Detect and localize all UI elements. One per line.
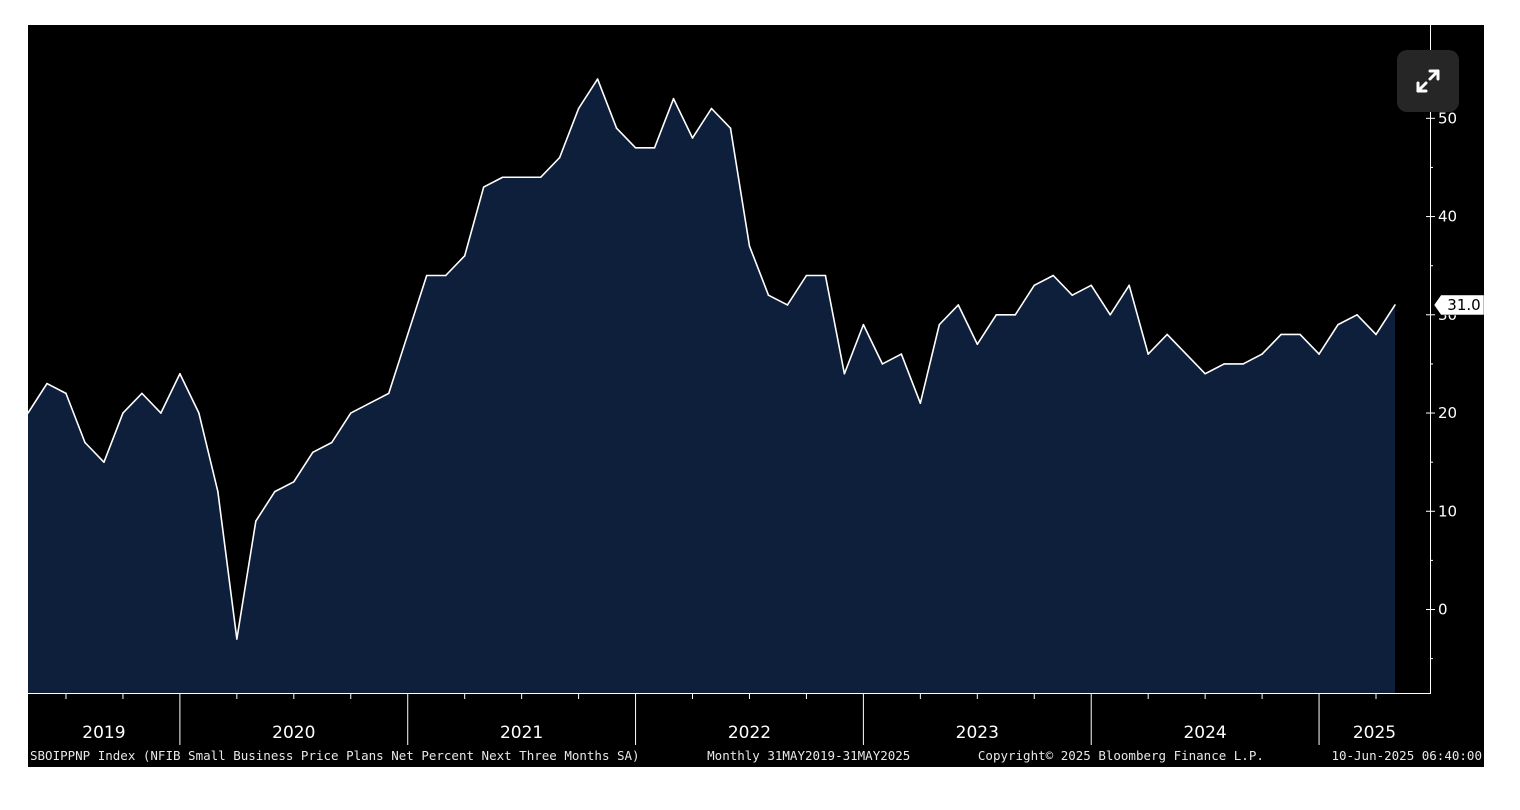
y-tick-label: 50 <box>1438 109 1457 127</box>
data-point <box>1166 333 1168 336</box>
y-tick-label: 40 <box>1438 208 1457 226</box>
data-point <box>65 392 67 395</box>
data-point <box>900 353 903 355</box>
data-point <box>1242 363 1244 365</box>
data-point <box>406 333 409 336</box>
data-point <box>84 441 86 444</box>
last-value-flag <box>1433 294 1484 316</box>
data-point <box>1052 274 1055 277</box>
data-point <box>558 156 561 159</box>
footer-description: SBOIPPNP Index (NFIB Small Business Pric… <box>30 748 640 763</box>
data-point <box>482 186 485 188</box>
data-point <box>501 176 504 179</box>
data-point <box>141 392 143 395</box>
data-point <box>122 412 124 414</box>
data-point <box>1071 294 1074 296</box>
data-point <box>862 323 865 326</box>
y-tick-label: 20 <box>1438 404 1457 422</box>
series-area <box>28 79 1395 693</box>
data-point <box>28 412 29 414</box>
x-tick-label: 2020 <box>272 723 315 743</box>
data-point <box>1014 313 1017 316</box>
y-tick-label: 0 <box>1438 601 1448 619</box>
data-point <box>1261 353 1263 355</box>
chart-plot: 5040302010020192020202120222023202420253… <box>28 25 1484 745</box>
data-point <box>691 137 694 139</box>
data-point <box>938 323 941 326</box>
data-point <box>217 490 219 493</box>
data-point <box>425 274 428 277</box>
data-point <box>615 127 618 129</box>
data-point <box>653 146 656 149</box>
chart-frame: 5040302010020192020202120222023202420253… <box>28 25 1484 767</box>
data-point <box>1185 353 1187 355</box>
data-point <box>198 412 200 414</box>
x-tick-label: 2021 <box>500 723 543 743</box>
data-point <box>293 480 295 483</box>
data-point <box>577 107 580 110</box>
data-point <box>767 294 770 296</box>
footer-copyright: Copyright© 2025 Bloomberg Finance L.P. <box>977 748 1264 763</box>
last-value-label: 31.0 <box>1447 296 1480 314</box>
data-point <box>160 412 162 414</box>
data-point <box>672 97 675 100</box>
data-point <box>46 382 48 385</box>
data-point <box>919 402 922 405</box>
data-point <box>957 304 960 306</box>
data-point <box>1337 323 1339 326</box>
data-point <box>1375 333 1377 336</box>
data-point <box>539 176 542 179</box>
data-point <box>1128 284 1130 287</box>
data-point <box>1109 313 1112 316</box>
y-tick-label: 10 <box>1438 502 1457 520</box>
data-point <box>805 274 808 277</box>
data-point <box>843 372 846 375</box>
x-tick-label: 2025 <box>1353 723 1396 743</box>
data-point <box>748 245 751 247</box>
expand-arrows-icon <box>1416 69 1440 93</box>
data-point <box>387 392 390 395</box>
data-point <box>976 343 979 346</box>
data-point <box>349 412 352 414</box>
data-point <box>596 78 599 80</box>
data-point <box>1280 333 1282 336</box>
data-point <box>255 520 257 522</box>
x-tick-label: 2024 <box>1183 723 1226 743</box>
data-point <box>1356 313 1358 316</box>
data-point <box>520 176 523 179</box>
x-tick-label: 2022 <box>728 723 771 743</box>
expand-button[interactable] <box>1397 50 1459 112</box>
data-point <box>1204 372 1206 375</box>
data-point <box>1090 284 1093 287</box>
data-point <box>179 372 181 375</box>
data-point <box>786 304 789 306</box>
data-point <box>1299 333 1301 336</box>
data-point <box>103 461 105 463</box>
data-point <box>634 146 637 149</box>
data-point <box>1147 353 1149 355</box>
data-point <box>995 313 998 316</box>
data-point <box>368 402 371 405</box>
data-point <box>444 274 447 277</box>
data-point <box>1223 363 1225 365</box>
data-point <box>1033 284 1036 287</box>
data-point <box>1394 304 1396 306</box>
footer-period: Monthly 31MAY2019-31MAY2025 <box>707 748 911 763</box>
data-point <box>710 107 713 110</box>
data-point <box>1318 353 1320 355</box>
data-point <box>311 451 314 454</box>
chart-footer: SBOIPPNP Index (NFIB Small Business Pric… <box>30 747 1482 765</box>
data-point <box>463 255 466 257</box>
data-point <box>881 363 884 365</box>
footer-timestamp: 10-Jun-2025 06:40:00 <box>1331 748 1482 763</box>
data-point <box>274 490 276 493</box>
data-point <box>729 127 732 129</box>
x-tick-label: 2019 <box>82 723 125 743</box>
data-point <box>330 441 333 444</box>
x-tick-label: 2023 <box>956 723 999 743</box>
data-point <box>236 638 238 640</box>
data-point <box>824 274 827 277</box>
